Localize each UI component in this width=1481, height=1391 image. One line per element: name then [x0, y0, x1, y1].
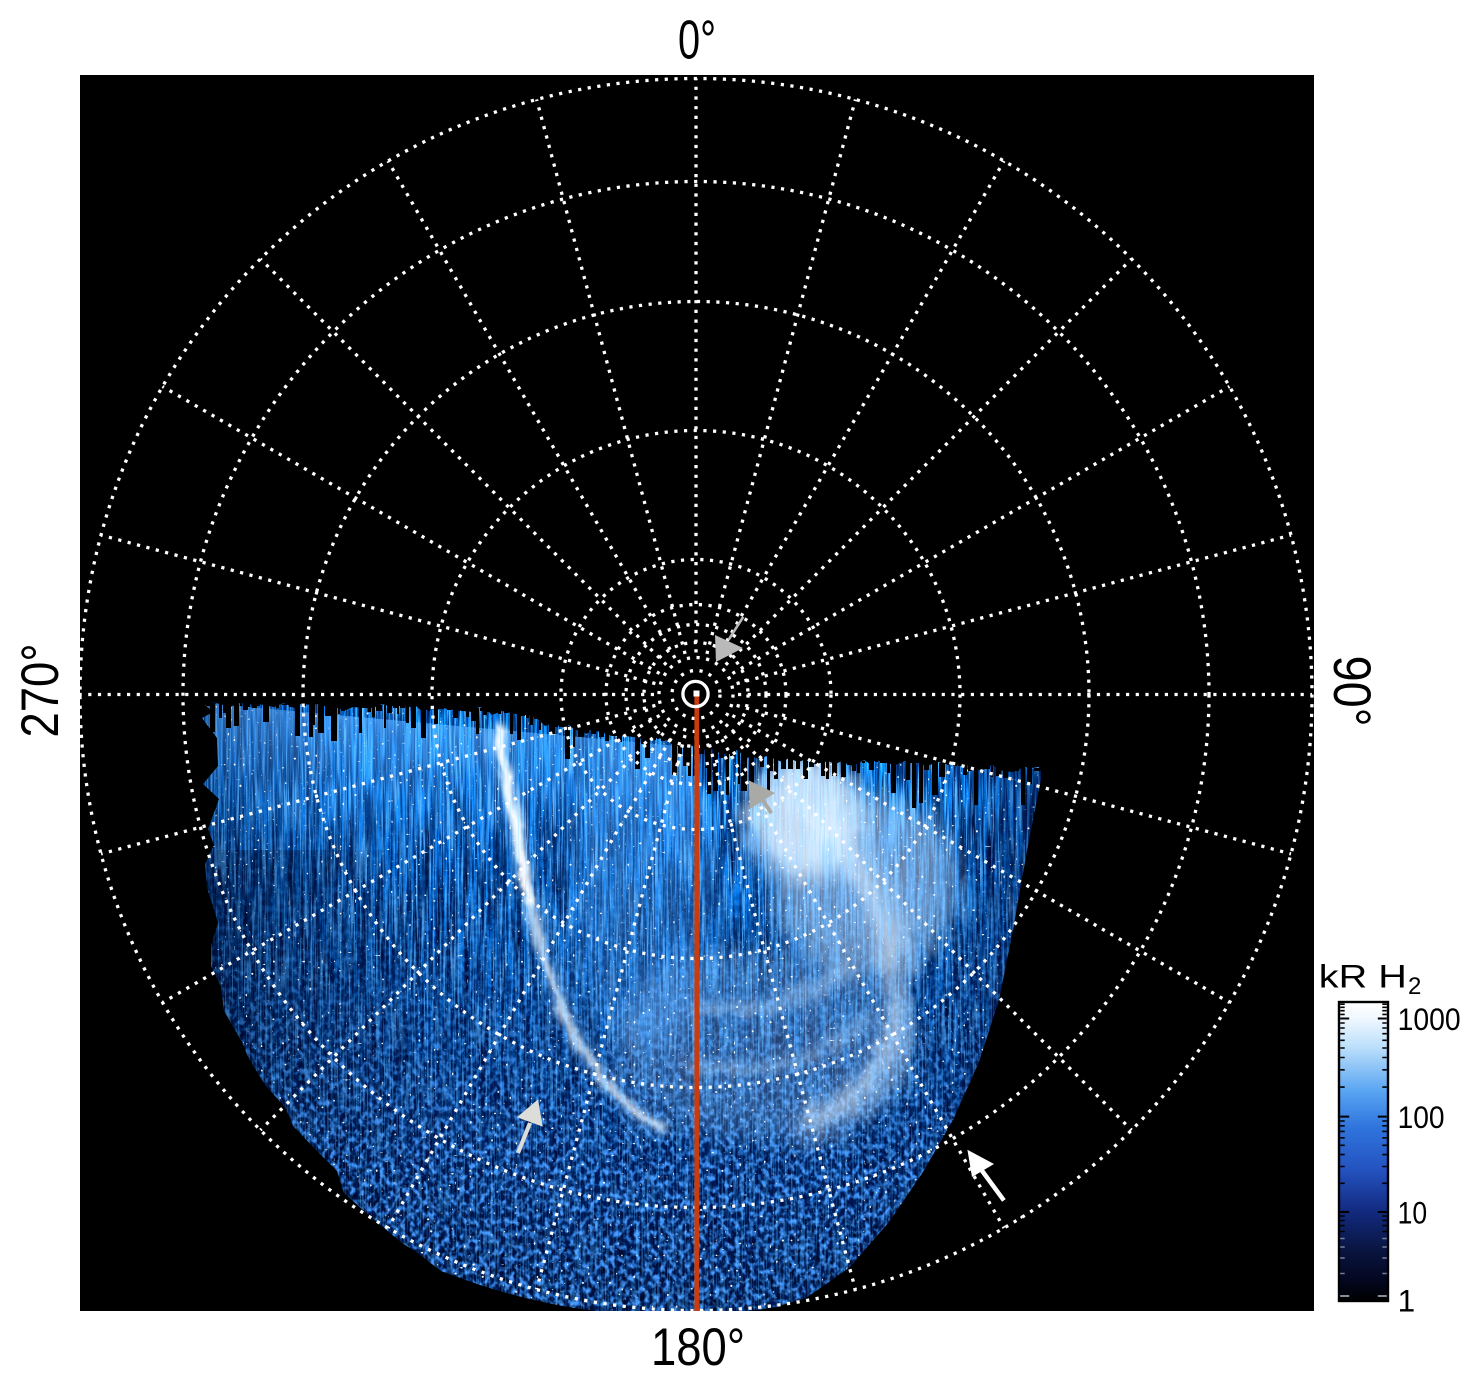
svg-text:1000: 1000 — [1398, 1001, 1461, 1037]
svg-text:2: 2 — [1408, 973, 1421, 1000]
svg-text:10: 10 — [1398, 1194, 1428, 1230]
svg-text:0°: 0° — [678, 9, 716, 71]
svg-text:1: 1 — [1398, 1282, 1416, 1318]
svg-text:100: 100 — [1398, 1099, 1445, 1135]
svg-text:270°: 270° — [11, 644, 70, 738]
svg-text:kR H: kR H — [1319, 959, 1407, 995]
svg-text:90°: 90° — [1322, 656, 1381, 727]
svg-text:180°: 180° — [651, 1318, 745, 1377]
